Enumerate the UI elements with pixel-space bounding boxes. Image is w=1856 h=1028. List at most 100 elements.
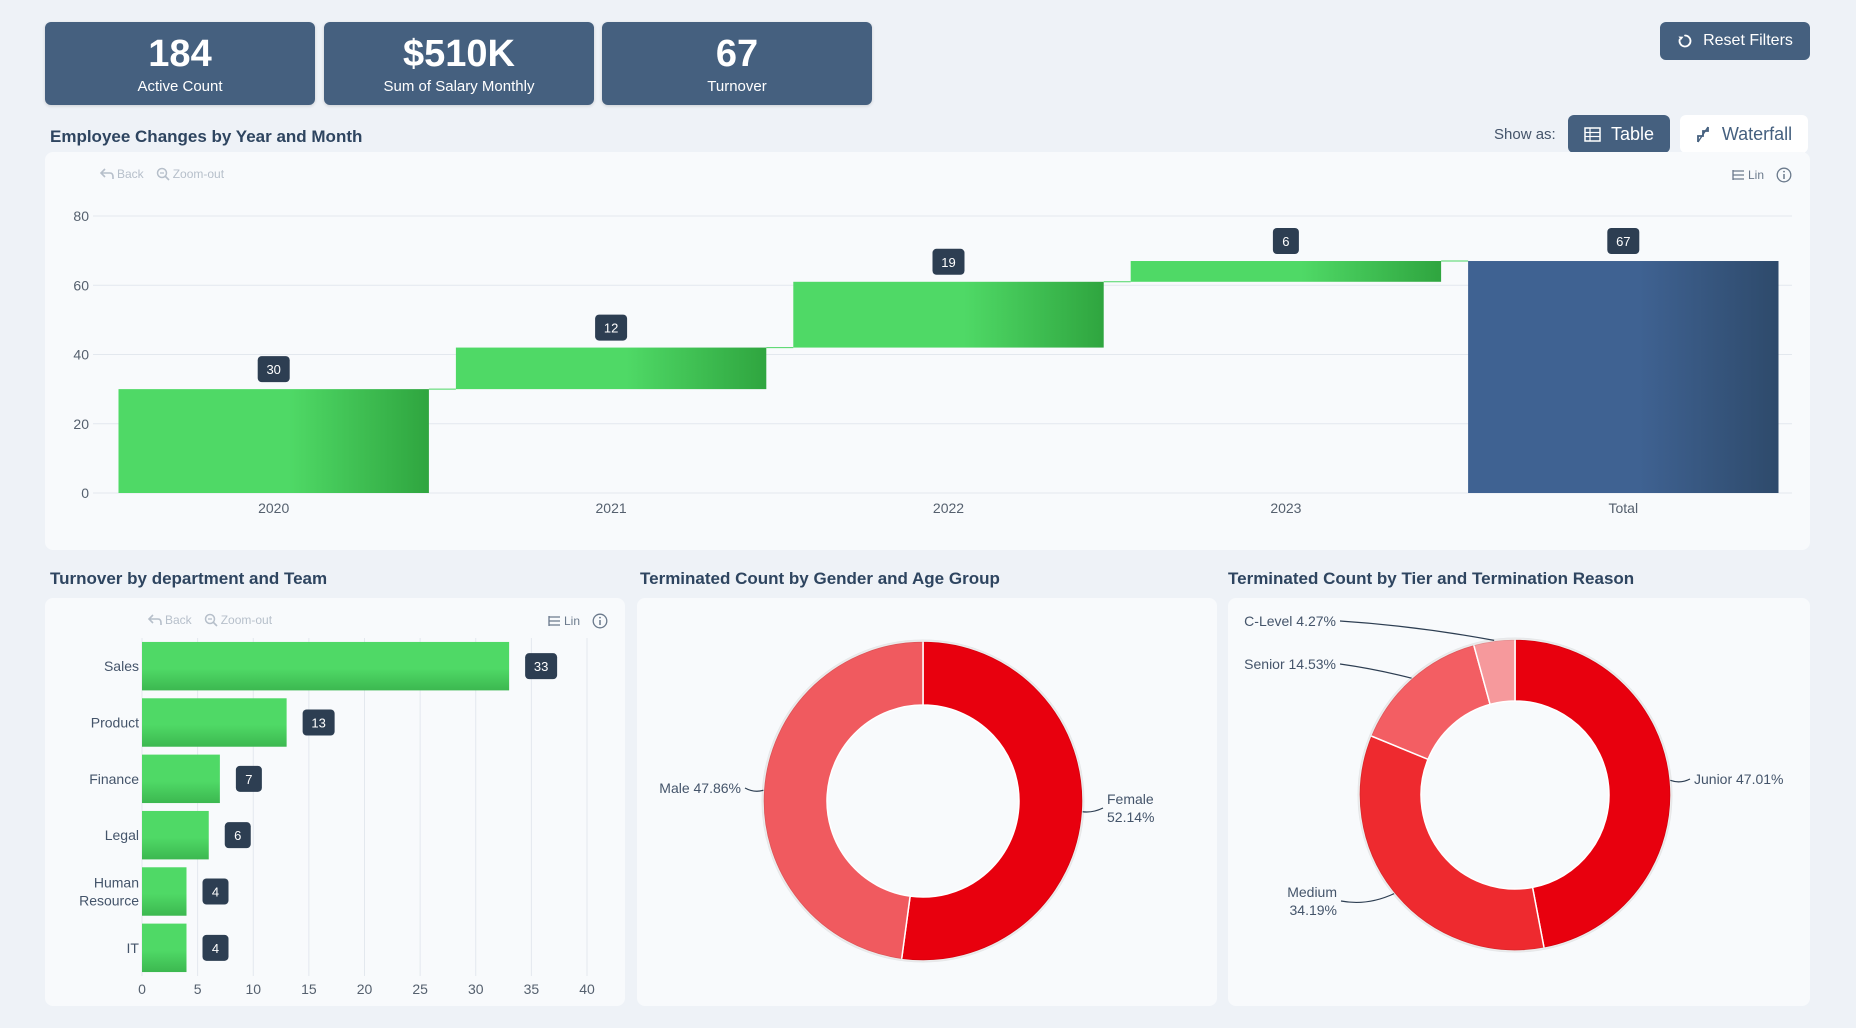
show-as-label: Show as:: [1494, 126, 1556, 143]
dept-bar: [142, 867, 187, 916]
y-tick-label: 40: [73, 347, 89, 363]
y-tick-label: Sales: [104, 658, 139, 674]
data-label-bg: [235, 765, 262, 792]
waterfall-bar: [1130, 261, 1442, 282]
dept-bar: [142, 754, 220, 804]
info-button[interactable]: [592, 613, 608, 629]
waterfall-toolbar: Back Zoom-out: [100, 167, 224, 181]
gender-donut-chart: Female 52.14% Male 47.86%: [659, 639, 1154, 963]
callout-line: [1339, 663, 1412, 679]
waterfall-scale-toolbar: Lin: [1732, 167, 1792, 183]
callout-line: [1339, 620, 1495, 641]
x-tick-label: 2022: [933, 500, 964, 516]
data-label-bg: [595, 314, 628, 341]
lin-label: Lin: [564, 614, 581, 628]
kpi-turnover: 67 Turnover: [602, 22, 872, 105]
back-button[interactable]: Back: [100, 167, 144, 181]
y-tick-label: Product: [91, 715, 139, 731]
data-label-bg: [224, 822, 251, 849]
x-tick-label: 10: [245, 981, 261, 997]
x-tick-label: 40: [579, 981, 595, 997]
linear-scale-toggle[interactable]: Lin: [548, 614, 580, 628]
kpi-value: $510K: [403, 33, 515, 75]
gender-title: Terminated Count by Gender and Age Group: [640, 569, 1000, 588]
y-tick-label: 20: [73, 416, 89, 432]
data-label: 4: [212, 885, 219, 900]
dept-bar: [142, 698, 287, 747]
donut-slice: [1472, 638, 1516, 706]
dept-scale-toolbar: Lin: [548, 613, 608, 629]
reset-filters-button[interactable]: Reset Filters: [1660, 22, 1810, 60]
data-label-bg: [932, 248, 965, 275]
x-tick-label: 35: [524, 981, 540, 997]
waterfall-bar: [118, 389, 429, 493]
kpi-label: Sum of Salary Monthly: [383, 78, 535, 95]
donut-slice: [762, 640, 924, 961]
kpi-salary: $510K Sum of Salary Monthly: [324, 22, 594, 105]
tier-title: Terminated Count by Tier and Termination…: [1228, 569, 1635, 588]
zoom-out-icon: [156, 167, 170, 181]
back-button[interactable]: Back: [148, 613, 192, 627]
slice-label: 52.14%: [1107, 809, 1154, 825]
zoom-out-button[interactable]: Zoom-out: [204, 613, 272, 627]
back-icon: [100, 168, 114, 179]
x-tick-label: 20: [357, 981, 373, 997]
info-button[interactable]: [1776, 167, 1792, 183]
slice-label: 34.19%: [1290, 902, 1337, 918]
dept-bar: [142, 923, 187, 973]
y-tick-label: Human: [94, 875, 139, 891]
x-tick-label: 25: [412, 981, 428, 997]
slice-label: Senior 14.53%: [1244, 656, 1336, 672]
donut-outline: [1357, 637, 1673, 953]
y-tick-label: Legal: [105, 827, 139, 843]
x-tick-label: 30: [468, 981, 484, 997]
slice-label: Male 47.86%: [659, 780, 741, 796]
reset-icon: [1678, 34, 1692, 48]
data-label-bg: [202, 878, 229, 905]
callout-line: [744, 787, 764, 792]
data-label-bg: [1607, 228, 1640, 255]
lin-label: Lin: [1748, 168, 1765, 182]
waterfall-chart: 0 20 40 60 80 30 2020 12 2021 19 2022 6 2023 67 Total: [73, 208, 1792, 516]
data-label-bg: [302, 709, 335, 736]
data-label: 6: [234, 828, 241, 843]
data-label: 12: [604, 321, 618, 336]
zoom-out-button[interactable]: Zoom-out: [156, 167, 224, 181]
dept-bar: [142, 810, 209, 860]
zoom-out-icon: [204, 613, 218, 627]
waterfall-view-button[interactable]: Waterfall: [1680, 115, 1808, 153]
kpi-value: 184: [148, 33, 212, 75]
data-label-bg: [257, 356, 290, 383]
info-icon: [1776, 167, 1792, 183]
waterfall-title: Employee Changes by Year and Month: [50, 127, 363, 146]
kpi-label: Active Count: [137, 78, 223, 95]
x-tick-label: 15: [301, 981, 317, 997]
waterfall-bar: [1468, 261, 1779, 493]
linear-scale-toggle[interactable]: Lin: [1732, 168, 1764, 182]
table-icon: [1584, 126, 1601, 142]
x-tick-label: 0: [138, 981, 146, 997]
data-label: 19: [941, 255, 955, 270]
waterfall-icon: [1696, 126, 1709, 142]
back-label: Back: [165, 613, 192, 627]
data-label: 67: [1616, 234, 1630, 249]
x-tick-label: Total: [1609, 500, 1639, 516]
data-label-bg: [525, 653, 558, 680]
y-tick-label: 60: [73, 277, 89, 293]
callout-line: [1340, 893, 1395, 904]
data-label-bg: [1272, 228, 1299, 255]
data-label: 6: [1282, 234, 1289, 249]
table-view-label: Table: [1610, 123, 1655, 144]
table-view-button[interactable]: Table: [1568, 115, 1670, 153]
donut-slice: [900, 640, 1084, 962]
waterfall-bar: [793, 281, 1104, 348]
data-label: 13: [311, 716, 325, 731]
data-label: 33: [534, 659, 548, 674]
back-icon: [148, 614, 162, 625]
list-icon: [1732, 170, 1744, 180]
waterfall-bar: [455, 347, 767, 390]
waterfall-view-label: Waterfall: [1721, 123, 1793, 144]
list-icon: [548, 616, 560, 626]
callout-line: [1670, 778, 1691, 783]
x-tick-label: 2020: [258, 500, 289, 516]
